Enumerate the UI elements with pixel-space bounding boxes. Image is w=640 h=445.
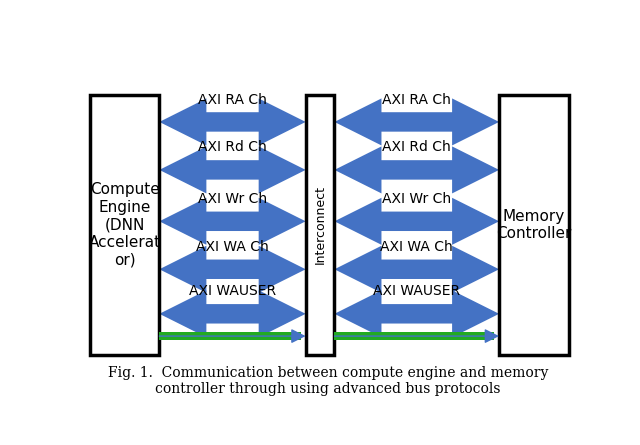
Text: AXI Rd Ch: AXI Rd Ch <box>383 141 451 154</box>
Text: AXI Wr Ch: AXI Wr Ch <box>198 192 267 206</box>
Text: AXI WA Ch: AXI WA Ch <box>380 240 453 254</box>
Text: Memory
Controller: Memory Controller <box>496 209 572 241</box>
Text: AXI Rd Ch: AXI Rd Ch <box>198 141 267 154</box>
Text: Compute
Engine
(DNN
Accelerat
or): Compute Engine (DNN Accelerat or) <box>88 182 161 267</box>
Text: AXI WA Ch: AXI WA Ch <box>196 240 269 254</box>
Text: AXI RA Ch: AXI RA Ch <box>198 93 267 106</box>
Text: AXI Wr Ch: AXI Wr Ch <box>382 192 451 206</box>
Text: AXI WAUSER: AXI WAUSER <box>373 284 460 299</box>
Text: Fig. 1.  Communication between compute engine and memory
controller through usin: Fig. 1. Communication between compute en… <box>108 365 548 396</box>
Text: AXI WAUSER: AXI WAUSER <box>189 284 276 299</box>
Bar <box>306 94 335 355</box>
Bar <box>499 94 568 355</box>
Bar <box>335 332 494 340</box>
Bar <box>159 332 301 340</box>
Bar <box>90 94 159 355</box>
Text: AXI RA Ch: AXI RA Ch <box>382 93 451 106</box>
Text: Interconnect: Interconnect <box>314 185 326 264</box>
